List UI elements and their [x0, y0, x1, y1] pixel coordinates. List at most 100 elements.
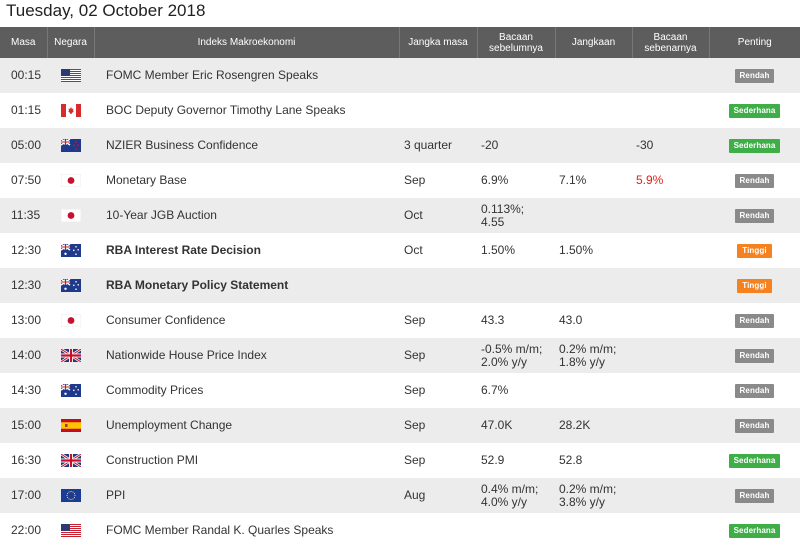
- event-name[interactable]: FOMC Member Eric Rosengren Speaks: [94, 58, 399, 93]
- us-flag-icon: [60, 69, 81, 83]
- event-forecast: 1.50%: [555, 233, 632, 268]
- event-actual: [632, 443, 709, 478]
- event-time: 14:00: [0, 338, 47, 373]
- importance-badge: Rendah: [734, 349, 775, 363]
- event-name[interactable]: NZIER Business Confidence: [94, 128, 399, 163]
- event-period: Sep: [399, 303, 477, 338]
- event-previous-line: -20: [481, 138, 499, 152]
- event-name[interactable]: PPI: [94, 478, 399, 513]
- event-time: 01:15: [0, 93, 47, 128]
- event-period: Sep: [399, 163, 477, 198]
- event-name[interactable]: FOMC Member Randal K. Quarles Speaks: [94, 513, 399, 548]
- importance-badge: Tinggi: [737, 279, 772, 293]
- col-header-importance: Penting: [709, 27, 800, 58]
- table-row[interactable]: 07:50 Monetary Base Sep 6.9% 7.1% 5.9% Rendah: [0, 163, 800, 198]
- au-flag-icon: [60, 244, 81, 258]
- event-name[interactable]: Commodity Prices: [94, 373, 399, 408]
- event-previous-line: 6.9%: [481, 173, 509, 187]
- event-importance: Tinggi: [709, 233, 800, 268]
- event-period: Oct: [399, 233, 477, 268]
- nz-flag-icon: [60, 139, 81, 153]
- event-previous-line: 4.0% y/y: [481, 494, 528, 509]
- event-name[interactable]: Monetary Base: [94, 163, 399, 198]
- table-row[interactable]: 14:30 Commodity Prices Sep 6.7% Rendah: [0, 373, 800, 408]
- importance-badge: Rendah: [734, 384, 775, 398]
- event-importance: Sederhana: [709, 128, 800, 163]
- event-name[interactable]: RBA Interest Rate Decision: [94, 233, 399, 268]
- event-period: Sep: [399, 408, 477, 443]
- page-title: Tuesday, 02 October 2018: [6, 1, 206, 20]
- table-row[interactable]: 15:00 Unemployment Change Sep 47.0K 28.2K Ren…: [0, 408, 800, 443]
- importance-badge: Sederhana: [728, 524, 781, 538]
- economic-calendar-table: Masa Negara Indeks Makroekonomi Jangka m…: [0, 27, 800, 548]
- event-forecast: [555, 198, 632, 233]
- table-row[interactable]: 11:35 10-Year JGB Auction Oct 0.113%; 4.55 Re…: [0, 198, 800, 233]
- event-country: [47, 478, 94, 513]
- event-time: 17:00: [0, 478, 47, 513]
- event-country: [47, 513, 94, 548]
- event-country: [47, 443, 94, 478]
- event-name[interactable]: RBA Monetary Policy Statement: [94, 268, 399, 303]
- event-forecast-line: 0.2% m/m;: [559, 341, 617, 356]
- au-flag-icon: [60, 279, 81, 293]
- table-row[interactable]: 00:15 FOMC Member Eric Rosengren Speaks Re…: [0, 58, 800, 93]
- event-forecast-line: 7.1%: [559, 173, 587, 187]
- event-period: Aug: [399, 478, 477, 513]
- importance-badge: Rendah: [734, 209, 775, 223]
- event-time: 14:30: [0, 373, 47, 408]
- table-row[interactable]: 16:30 Construction PMI Sep 52.9 52.8 Sederhan…: [0, 443, 800, 478]
- event-name[interactable]: Consumer Confidence: [94, 303, 399, 338]
- event-forecast: 0.2% m/m; 1.8% y/y: [555, 338, 632, 373]
- event-previous: 6.9%: [477, 163, 555, 198]
- importance-badge: Rendah: [734, 69, 775, 83]
- event-time: 05:00: [0, 128, 47, 163]
- table-row[interactable]: 05:00 NZIER Business Confidence 3 quarter -…: [0, 128, 800, 163]
- event-time: 07:50: [0, 163, 47, 198]
- uk-flag-icon: [60, 349, 81, 363]
- event-time: 12:30: [0, 268, 47, 303]
- event-time: 22:00: [0, 513, 47, 548]
- table-row[interactable]: 12:30 RBA Monetary Policy Statement Tinggi: [0, 268, 800, 303]
- event-forecast: [555, 93, 632, 128]
- col-header-actual: Bacaan sebenarnya: [632, 27, 710, 58]
- event-previous: 0.4% m/m; 4.0% y/y: [477, 478, 555, 513]
- event-forecast-line: 43.0: [559, 313, 583, 327]
- col-header-country: Negara: [47, 27, 95, 58]
- event-time: 13:00: [0, 303, 47, 338]
- col-header-previous: Bacaan sebelumnya: [477, 27, 556, 58]
- event-importance: Rendah: [709, 58, 800, 93]
- event-country: [47, 58, 94, 93]
- event-forecast: [555, 128, 632, 163]
- event-country: [47, 338, 94, 373]
- event-period: [399, 268, 477, 303]
- event-forecast: [555, 513, 632, 548]
- table-row[interactable]: 01:15 BOC Deputy Governor Timothy Lane Sp…: [0, 93, 800, 128]
- event-previous: [477, 513, 555, 548]
- table-row[interactable]: 22:00 FOMC Member Randal K. Quarles Speak…: [0, 513, 800, 548]
- event-country: [47, 198, 94, 233]
- event-previous-line: 52.9: [481, 453, 505, 467]
- event-importance: Rendah: [709, 408, 800, 443]
- event-time: 12:30: [0, 233, 47, 268]
- table-row[interactable]: 13:00 Consumer Confidence Sep 43.3 43.0 Renda…: [0, 303, 800, 338]
- table-row[interactable]: 17:00 PPI Aug 0.4% m/m; 4.0% y/y 0.2% m/m; 3.8…: [0, 478, 800, 513]
- event-name[interactable]: Construction PMI: [94, 443, 399, 478]
- event-name[interactable]: Unemployment Change: [94, 408, 399, 443]
- event-previous: 43.3: [477, 303, 555, 338]
- col-header-period: Jangka masa: [399, 27, 478, 58]
- event-forecast-line: 1.50%: [559, 243, 594, 257]
- event-previous-line: 0.4% m/m;: [481, 481, 539, 496]
- event-name[interactable]: Nationwide House Price Index: [94, 338, 399, 373]
- event-name[interactable]: BOC Deputy Governor Timothy Lane Speaks: [94, 93, 399, 128]
- es-flag-icon: [60, 419, 81, 433]
- table-row[interactable]: 12:30 RBA Interest Rate Decision Oct 1.50% 1…: [0, 233, 800, 268]
- event-country: [47, 128, 94, 163]
- event-forecast-line: 0.2% m/m;: [559, 481, 617, 496]
- importance-badge: Sederhana: [728, 139, 781, 153]
- table-row[interactable]: 14:00 Nationwide House Price Index Sep -0.5…: [0, 338, 800, 373]
- event-importance: Rendah: [709, 163, 800, 198]
- event-previous-line: 6.7%: [481, 383, 509, 397]
- event-period: Sep: [399, 338, 477, 373]
- event-name[interactable]: 10-Year JGB Auction: [94, 198, 399, 233]
- event-actual: [632, 303, 709, 338]
